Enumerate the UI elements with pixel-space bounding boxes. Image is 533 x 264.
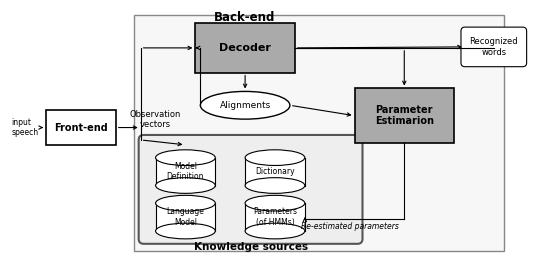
Ellipse shape — [245, 195, 305, 211]
Bar — [196, 23, 295, 73]
Text: Observation
vectors: Observation vectors — [130, 110, 181, 129]
Text: Back-end: Back-end — [214, 11, 276, 24]
Text: Knowledge sources: Knowledge sources — [193, 242, 308, 252]
Bar — [245, 203, 305, 231]
FancyBboxPatch shape — [139, 135, 362, 244]
Bar — [245, 158, 305, 186]
FancyBboxPatch shape — [461, 27, 527, 67]
Ellipse shape — [200, 91, 290, 119]
Text: Parameter
Estimarion: Parameter Estimarion — [375, 105, 434, 126]
Ellipse shape — [156, 178, 215, 193]
Text: input
speech: input speech — [11, 118, 38, 137]
Ellipse shape — [245, 150, 305, 166]
Ellipse shape — [156, 150, 215, 166]
Text: Alignments: Alignments — [220, 101, 271, 110]
Text: Front-end: Front-end — [54, 122, 108, 133]
Ellipse shape — [245, 178, 305, 193]
Text: Parameters
(of HMMs): Parameters (of HMMs) — [253, 208, 297, 227]
Ellipse shape — [156, 223, 215, 239]
Text: Recognized
words: Recognized words — [470, 37, 518, 56]
Bar — [156, 158, 215, 186]
Text: Language
Model: Language Model — [166, 208, 204, 227]
Text: Dictionary: Dictionary — [255, 167, 295, 176]
Bar — [46, 110, 116, 145]
Ellipse shape — [245, 223, 305, 239]
Ellipse shape — [156, 195, 215, 211]
Bar — [156, 203, 215, 231]
Bar — [134, 15, 504, 251]
Text: Decoder: Decoder — [219, 43, 271, 53]
Text: Model
Definition: Model Definition — [167, 162, 204, 181]
Text: Re-estimated parameters: Re-estimated parameters — [302, 223, 399, 232]
Bar — [354, 88, 454, 143]
